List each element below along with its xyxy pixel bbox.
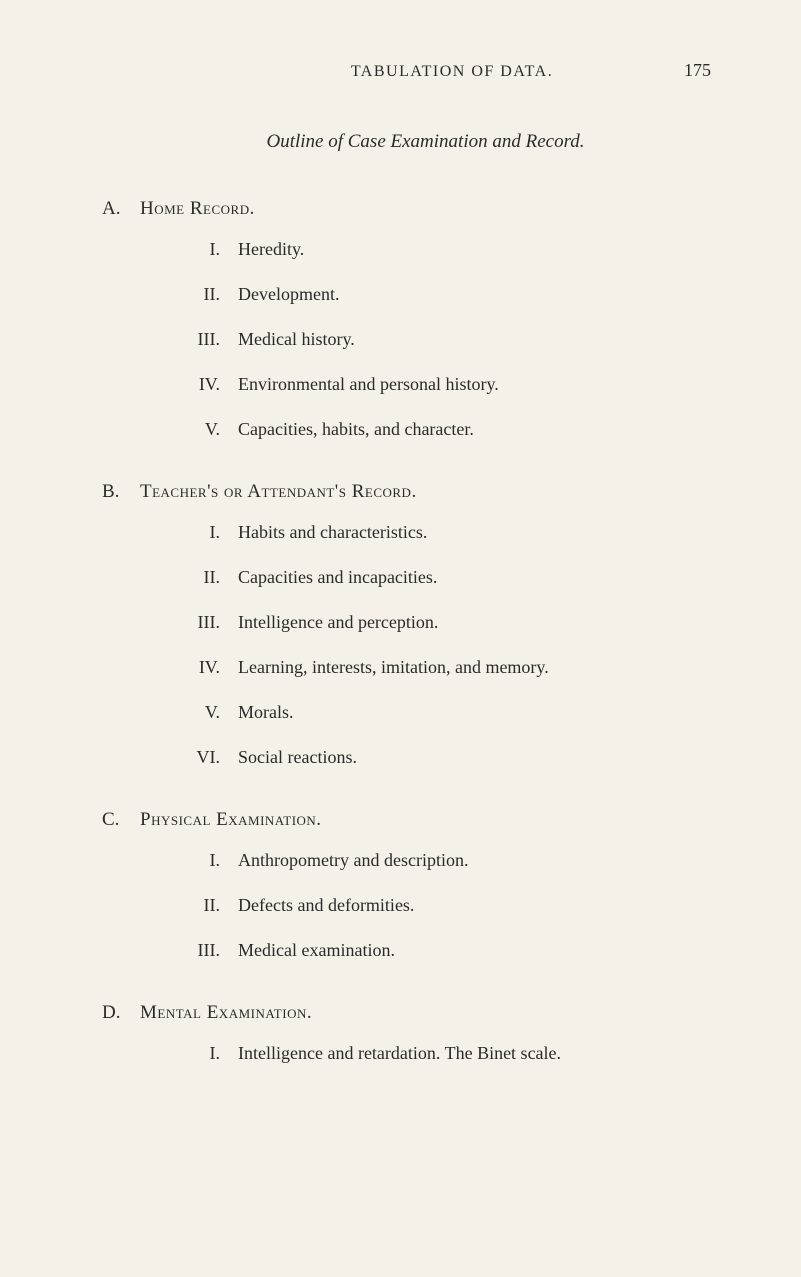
section-items: I. Anthropometry and description. II. De…	[190, 847, 711, 964]
item-text: Environmental and personal history.	[238, 371, 499, 398]
roman-numeral: V.	[190, 702, 238, 723]
section-letter: A.	[102, 198, 140, 220]
roman-numeral: V.	[190, 419, 238, 440]
section-d: D. Mental Examination. I. Intelligence a…	[140, 1002, 711, 1067]
roman-numeral: I.	[190, 239, 238, 260]
item-text: Social reactions.	[238, 744, 357, 771]
item-text: Morals.	[238, 699, 294, 726]
item-text: Habits and characteristics.	[238, 519, 427, 546]
list-item: II. Development.	[190, 281, 711, 308]
roman-numeral: III.	[190, 612, 238, 633]
roman-numeral: II.	[190, 567, 238, 588]
item-text: Heredity.	[238, 236, 304, 263]
section-items: I. Habits and characteristics. II. Capac…	[190, 519, 711, 771]
list-item: I. Habits and characteristics.	[190, 519, 711, 546]
item-text: Intelligence and perception.	[238, 609, 438, 636]
roman-numeral: II.	[190, 284, 238, 305]
section-letter: B.	[102, 481, 140, 503]
section-a: A. Home Record. I. Heredity. II. Develop…	[140, 198, 711, 443]
outline-title: Outline of Case Examination and Record.	[140, 131, 711, 153]
item-text: Anthropometry and description.	[238, 847, 468, 874]
section-title: Mental Examination.	[140, 1002, 312, 1024]
list-item: VI. Social reactions.	[190, 744, 711, 771]
list-item: II. Capacities and incapacities.	[190, 564, 711, 591]
list-item: V. Morals.	[190, 699, 711, 726]
section-title: Physical Examination.	[140, 809, 322, 831]
roman-numeral: VI.	[190, 747, 238, 768]
roman-numeral: II.	[190, 895, 238, 916]
page-number: 175	[684, 60, 711, 81]
section-title: Teacher's or Attendant's Record.	[140, 481, 417, 503]
section-head: C. Physical Examination.	[140, 809, 711, 831]
list-item: I. Intelligence and retardation. The Bin…	[190, 1040, 711, 1067]
page-header: TABULATION OF DATA. 175	[140, 60, 711, 81]
section-head: B. Teacher's or Attendant's Record.	[140, 481, 711, 503]
roman-numeral: III.	[190, 940, 238, 961]
roman-numeral: III.	[190, 329, 238, 350]
list-item: II. Defects and deformities.	[190, 892, 711, 919]
section-items: I. Intelligence and retardation. The Bin…	[190, 1040, 711, 1067]
roman-numeral: I.	[190, 522, 238, 543]
roman-numeral: IV.	[190, 657, 238, 678]
item-text: Intelligence and retardation. The Binet …	[238, 1040, 561, 1067]
list-item: IV. Environmental and personal history.	[190, 371, 711, 398]
item-text: Learning, interests, imitation, and memo…	[238, 654, 549, 681]
section-head: A. Home Record.	[140, 198, 711, 220]
list-item: I. Anthropometry and description.	[190, 847, 711, 874]
running-title: TABULATION OF DATA.	[220, 63, 684, 81]
item-text: Development.	[238, 281, 339, 308]
list-item: I. Heredity.	[190, 236, 711, 263]
list-item: III. Medical history.	[190, 326, 711, 353]
list-item: III. Intelligence and perception.	[190, 609, 711, 636]
item-text: Medical history.	[238, 326, 355, 353]
roman-numeral: IV.	[190, 374, 238, 395]
roman-numeral: I.	[190, 850, 238, 871]
section-c: C. Physical Examination. I. Anthropometr…	[140, 809, 711, 964]
section-b: B. Teacher's or Attendant's Record. I. H…	[140, 481, 711, 771]
list-item: IV. Learning, interests, imitation, and …	[190, 654, 711, 681]
section-letter: D.	[102, 1002, 140, 1024]
section-head: D. Mental Examination.	[140, 1002, 711, 1024]
section-letter: C.	[102, 809, 140, 831]
item-text: Medical examination.	[238, 937, 395, 964]
section-title: Home Record.	[140, 198, 255, 220]
item-text: Capacities, habits, and character.	[238, 416, 474, 443]
section-items: I. Heredity. II. Development. III. Medic…	[190, 236, 711, 443]
item-text: Capacities and incapacities.	[238, 564, 437, 591]
list-item: V. Capacities, habits, and character.	[190, 416, 711, 443]
item-text: Defects and deformities.	[238, 892, 414, 919]
list-item: III. Medical examination.	[190, 937, 711, 964]
roman-numeral: I.	[190, 1043, 238, 1064]
